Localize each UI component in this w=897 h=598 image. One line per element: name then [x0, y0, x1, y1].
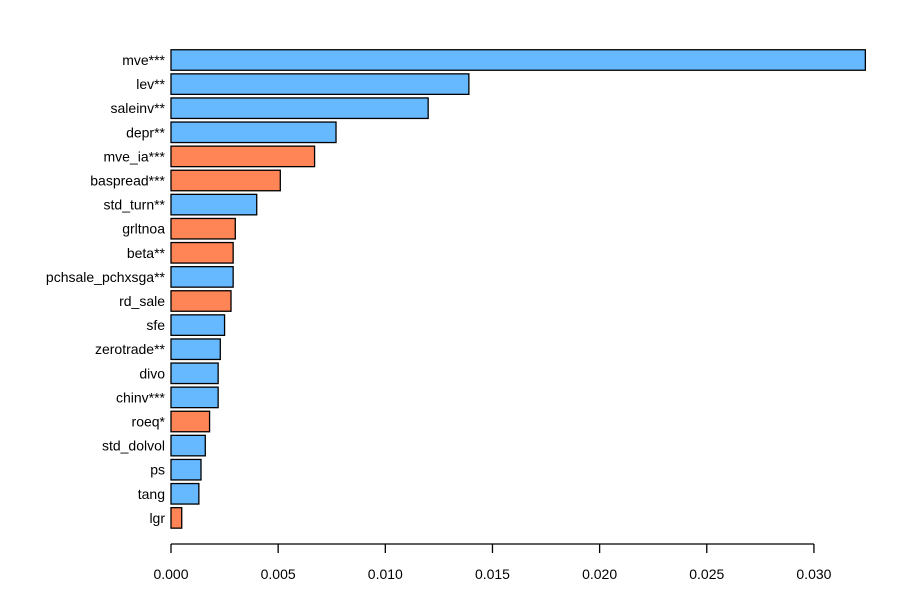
category-label-4: mve_ia***	[104, 148, 166, 164]
bar-17	[170, 458, 202, 481]
bar-7	[170, 217, 236, 240]
bar-14	[170, 386, 219, 409]
category-label-7: grltnoa	[122, 221, 165, 237]
bar-4	[170, 145, 316, 168]
category-label-3: depr**	[126, 124, 165, 140]
category-labels: mve*** lev** saleinv** depr** mve_ia***baspr…	[46, 52, 166, 526]
bar-19	[170, 506, 183, 529]
category-label-16: std_dolvol	[102, 438, 165, 454]
bars-group	[170, 49, 867, 529]
category-label-6: std_turn**	[104, 197, 166, 213]
x-tick-label-2: 0.010	[368, 566, 403, 582]
bar-13	[170, 362, 219, 385]
bar-1	[170, 73, 470, 95]
bar-11	[170, 314, 226, 337]
x-tick-label-5: 0.025	[689, 566, 724, 582]
bar-8	[170, 241, 234, 264]
category-label-1: lev**	[136, 76, 165, 92]
category-label-10: rd_sale	[119, 293, 165, 309]
x-axis-ticks: 0.000 0.005 0.010 0.015 0.020 0.025 0.030	[153, 544, 832, 582]
category-label-9: pchsale_pchxsga**	[46, 269, 166, 285]
bar-10	[170, 290, 232, 312]
category-label-15: roeq*	[132, 414, 166, 430]
bar-2	[170, 97, 429, 120]
category-label-0: mve***	[122, 52, 165, 68]
category-label-19: lgr	[149, 510, 165, 526]
category-label-2: saleinv**	[111, 100, 166, 116]
category-label-13: divo	[139, 365, 165, 381]
category-label-17: ps	[150, 462, 165, 478]
bar-9	[170, 265, 234, 288]
category-label-5: baspread***	[90, 173, 165, 189]
bar-16	[170, 434, 206, 457]
x-tick-label-1: 0.005	[261, 566, 296, 582]
bar-6	[170, 193, 258, 216]
x-tick-label-4: 0.020	[582, 566, 617, 582]
bar-5	[170, 169, 281, 192]
bar-15	[170, 410, 211, 433]
category-label-14: chinv***	[116, 389, 166, 405]
x-tick-label-6: 0.030	[796, 566, 831, 582]
category-label-8: beta**	[127, 245, 166, 261]
category-label-11: sfe	[146, 317, 165, 333]
category-label-12: zerotrade**	[95, 341, 166, 357]
x-tick-label-3: 0.015	[475, 566, 510, 582]
x-tick-label-0: 0.000	[153, 566, 188, 582]
bar-12	[170, 338, 221, 361]
category-label-18: tang	[138, 486, 165, 502]
bar-3	[170, 121, 337, 144]
bar-0	[170, 49, 867, 71]
bar-18	[170, 482, 200, 505]
